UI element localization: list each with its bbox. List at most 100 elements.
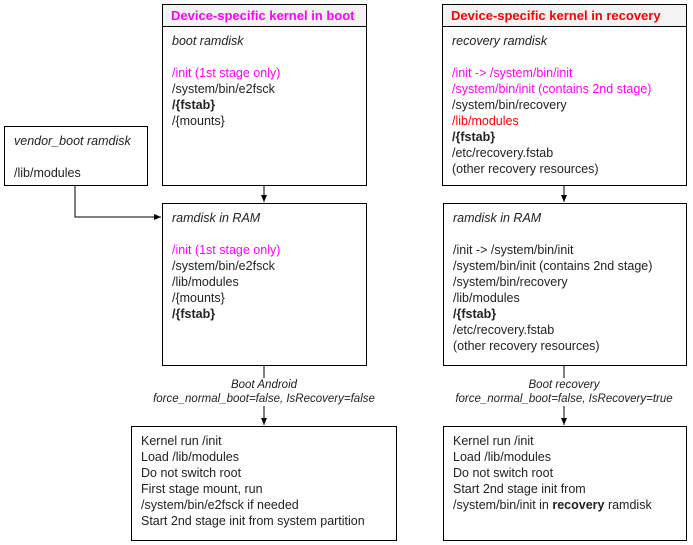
text-line: vendor_boot ramdisk bbox=[14, 133, 147, 149]
text-line: /etc/recovery.fstab bbox=[453, 322, 686, 338]
line-text: /{fstab} bbox=[453, 307, 497, 321]
line-text: (other recovery resources) bbox=[452, 162, 599, 176]
line-text: Load /lib/modules bbox=[453, 450, 551, 464]
line-text: /init -> /system/bin/init bbox=[453, 243, 574, 257]
line-text: /{mounts} bbox=[172, 114, 225, 128]
text-line: /system/bin/init in recovery ramdisk bbox=[453, 497, 686, 513]
boot-recovery-label: Boot recovery force_normal_boot=false, I… bbox=[434, 378, 693, 406]
text-line: boot ramdisk bbox=[172, 33, 366, 49]
line-text: /etc/recovery.fstab bbox=[452, 146, 554, 160]
text-line: /lib/modules bbox=[453, 290, 686, 306]
line-text: /init -> /system/bin/init bbox=[452, 66, 573, 80]
label-flags: force_normal_boot=false, IsRecovery=fals… bbox=[153, 393, 375, 405]
line-text: /{fstab} bbox=[172, 307, 216, 321]
label-title: Boot recovery bbox=[528, 379, 600, 391]
text-line: /system/bin/e2fsck bbox=[172, 81, 366, 97]
line-text: /system/bin/init (contains 2nd stage) bbox=[453, 259, 653, 273]
text-line: Kernel run /init bbox=[141, 433, 396, 449]
ram-right-box: ramdisk in RAM/init -> /system/bin/init /… bbox=[443, 203, 687, 366]
line-text: /lib/modules bbox=[14, 166, 81, 180]
recovery-kernel-title: Device-specific kernel in recovery bbox=[443, 5, 686, 27]
line-text: /etc/recovery.fstab bbox=[453, 323, 555, 337]
text-line: /{mounts} bbox=[172, 290, 366, 306]
line-text: Kernel run /init bbox=[453, 434, 534, 448]
line-text: /{fstab} bbox=[172, 98, 216, 112]
text-line: Load /lib/modules bbox=[453, 449, 686, 465]
line-emphasis: recovery bbox=[552, 498, 605, 512]
line-text: /{mounts} bbox=[172, 291, 225, 305]
text-line: Do not switch root bbox=[453, 465, 686, 481]
label-flags: force_normal_boot=false, IsRecovery=true bbox=[455, 393, 673, 405]
line-text: recovery ramdisk bbox=[452, 34, 548, 48]
text-line: /init -> /system/bin/init bbox=[453, 242, 686, 258]
text-line: ramdisk in RAM bbox=[453, 210, 686, 226]
text-line: First stage mount, run bbox=[141, 481, 396, 497]
text-line: /system/bin/recovery bbox=[453, 274, 686, 290]
line-text: Start 2nd stage init from bbox=[453, 482, 586, 496]
result-left-box: Kernel run /init Load /lib/modules Do not … bbox=[131, 426, 397, 541]
text-line: /lib/modules bbox=[172, 274, 366, 290]
line-text: (other recovery resources) bbox=[453, 339, 600, 353]
text-line bbox=[172, 49, 366, 65]
text-line bbox=[14, 149, 147, 165]
text-line: /system/bin/init (contains 2nd stage) bbox=[453, 258, 686, 274]
line-text: /system/bin/e2fsck bbox=[172, 82, 275, 96]
text-line: /{mounts} bbox=[172, 113, 366, 129]
text-line: recovery ramdisk bbox=[452, 33, 686, 49]
line-text: boot ramdisk bbox=[172, 34, 244, 48]
line-text: /{fstab} bbox=[452, 130, 496, 144]
text-line: Start 2nd stage init from system partiti… bbox=[141, 513, 396, 529]
line-text: /lib/modules bbox=[453, 291, 520, 305]
text-line: /{fstab} bbox=[452, 129, 686, 145]
text-line: /lib/modules bbox=[14, 165, 147, 181]
line-text: /lib/modules bbox=[172, 275, 239, 289]
line-text: Start 2nd stage init from system partiti… bbox=[141, 514, 365, 528]
text-line: (other recovery resources) bbox=[453, 338, 686, 354]
text-line: /init (1st stage only) bbox=[172, 65, 366, 81]
text-line bbox=[452, 49, 686, 65]
text-line: /init (1st stage only) bbox=[172, 242, 366, 258]
line-text: ramdisk in RAM bbox=[172, 211, 261, 225]
line-text: /system/bin/init (contains 2nd stage) bbox=[452, 82, 652, 96]
text-line: /{fstab} bbox=[453, 306, 686, 322]
line-text: vendor_boot ramdisk bbox=[14, 134, 131, 148]
line-text: First stage mount, run bbox=[141, 482, 263, 496]
line-text: /system/bin/e2fsck if needed bbox=[141, 498, 299, 512]
text-line: /etc/recovery.fstab bbox=[452, 145, 686, 161]
line-suffix: ramdisk bbox=[604, 498, 652, 512]
line-text: ramdisk in RAM bbox=[453, 211, 542, 225]
line-text: Do not switch root bbox=[141, 466, 242, 480]
text-line: /init -> /system/bin/init bbox=[452, 65, 686, 81]
text-line: /system/bin/e2fsck if needed bbox=[141, 497, 396, 513]
text-line: /system/bin/recovery bbox=[452, 97, 686, 113]
text-line: Load /lib/modules bbox=[141, 449, 396, 465]
ram-left-box: ramdisk in RAM/init (1st stage only) /sys… bbox=[162, 203, 367, 366]
vendor-boot-box: vendor_boot ramdisk/lib/modules bbox=[4, 126, 148, 186]
line-text: /system/bin/recovery bbox=[452, 98, 567, 112]
line-text: /system/bin/e2fsck bbox=[172, 259, 275, 273]
text-line: Kernel run /init bbox=[453, 433, 686, 449]
line-text: Load /lib/modules bbox=[141, 450, 239, 464]
text-line: Do not switch root bbox=[141, 465, 396, 481]
text-line: /{fstab} bbox=[172, 306, 366, 322]
text-line bbox=[453, 226, 686, 242]
text-line: Start 2nd stage init from bbox=[453, 481, 686, 497]
text-line: ramdisk in RAM bbox=[172, 210, 366, 226]
line-text: /init (1st stage only) bbox=[172, 243, 281, 257]
text-line: /system/bin/init (contains 2nd stage) bbox=[452, 81, 686, 97]
text-line: /{fstab} bbox=[172, 97, 366, 113]
text-line: /lib/modules bbox=[452, 113, 686, 129]
boot-kernel-title: Device-specific kernel in boot bbox=[163, 5, 366, 27]
line-text: Kernel run /init bbox=[141, 434, 222, 448]
arrow-vendor-to-ram bbox=[74, 185, 161, 220]
line-text: Do not switch root bbox=[453, 466, 554, 480]
result-right-box: Kernel run /init Load /lib/modules Do not … bbox=[443, 426, 687, 541]
line-text: /system/bin/recovery bbox=[453, 275, 568, 289]
boot-kernel-box: Device-specific kernel in boot boot ramd… bbox=[162, 4, 367, 186]
text-line: /system/bin/e2fsck bbox=[172, 258, 366, 274]
recovery-kernel-box: Device-specific kernel in recovery recov… bbox=[442, 4, 687, 186]
line-text: /init (1st stage only) bbox=[172, 66, 281, 80]
text-line bbox=[172, 226, 366, 242]
label-title: Boot Android bbox=[230, 379, 298, 391]
